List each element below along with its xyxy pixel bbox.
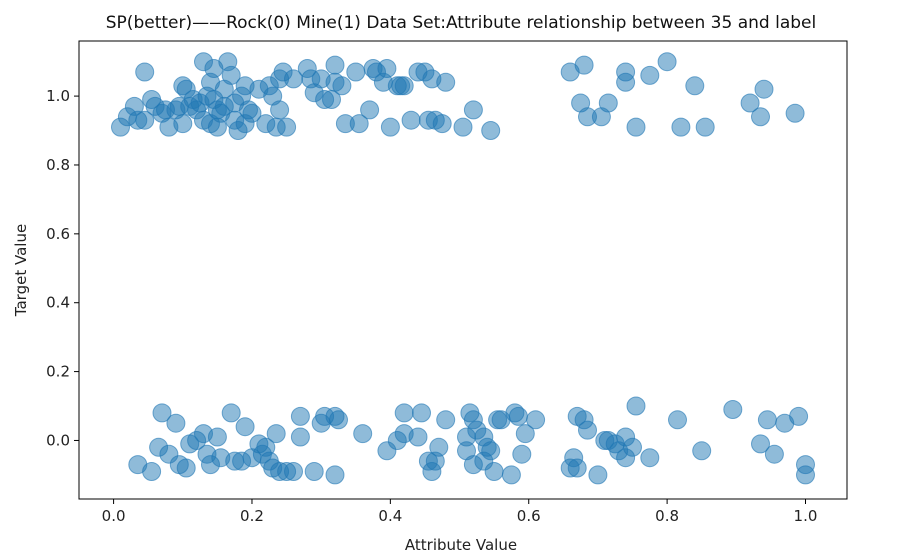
scatter-point — [429, 437, 449, 457]
scatter-point — [740, 93, 760, 113]
scatter-point — [668, 410, 687, 430]
y-tick-label: 0.6 — [46, 225, 70, 243]
y-tick-label: 0.2 — [46, 363, 70, 381]
scatter-point — [640, 65, 660, 85]
scatter-point — [408, 427, 428, 447]
scatter-point — [640, 448, 660, 468]
scatter-point — [329, 410, 348, 430]
scatter-point — [235, 417, 255, 437]
scatter-point — [574, 55, 594, 75]
scatter-point — [270, 100, 290, 120]
scatter-point — [623, 437, 642, 457]
scatter-point — [346, 62, 366, 82]
scatter-point — [394, 403, 414, 423]
scatter-point — [207, 427, 227, 447]
scatter-point — [757, 410, 777, 430]
scatter-point — [135, 62, 155, 82]
scatter-point — [764, 444, 784, 464]
y-tick-label: 1.0 — [46, 87, 70, 105]
scatter-point — [142, 462, 162, 481]
scatter-point — [332, 76, 352, 96]
scatter-point — [695, 117, 715, 137]
scatter-point — [325, 465, 345, 485]
scatter-point — [484, 462, 504, 481]
scatter-point — [360, 100, 380, 120]
scatter-point — [380, 117, 400, 137]
scatter-point — [221, 65, 241, 85]
scatter-point — [789, 406, 809, 426]
scatter-point — [290, 406, 310, 426]
y-tick-label: 0.8 — [46, 156, 70, 174]
scatter-point — [176, 458, 196, 478]
scatter-point — [135, 110, 155, 130]
scatter-point — [751, 434, 770, 454]
x-axis: 0.0 0.2 0.4 0.6 0.8 1.0 — [102, 499, 818, 525]
scatter-point — [754, 79, 774, 99]
scatter-point — [578, 420, 597, 440]
scatter-point — [266, 424, 286, 444]
scatter-point — [463, 100, 483, 120]
x-tick-label: 0.8 — [655, 507, 679, 525]
scatter-point — [626, 117, 646, 137]
scatter-point — [751, 107, 770, 127]
scatter-point — [401, 110, 421, 130]
x-tick-label: 1.0 — [794, 507, 818, 525]
scatter-point — [325, 55, 345, 75]
y-tick-label: 0.0 — [46, 431, 70, 449]
scatter-point — [526, 410, 546, 430]
scatter-point — [242, 103, 262, 123]
x-tick-label: 0.6 — [517, 507, 541, 525]
scatter-point — [512, 444, 532, 464]
scatter-point — [616, 62, 636, 82]
scatter-point — [290, 427, 310, 447]
scatter-point — [515, 424, 535, 444]
plot-frame — [78, 40, 848, 500]
scatter-point — [353, 424, 373, 444]
scatter-point — [723, 400, 743, 419]
scatter-point — [481, 441, 501, 461]
scatter-point — [626, 396, 646, 416]
x-tick-label: 0.2 — [240, 507, 264, 525]
scatter-point — [394, 76, 414, 96]
scatter-point — [671, 117, 691, 137]
scatter-point — [284, 462, 303, 481]
scatter-point — [508, 406, 528, 426]
scatter-point — [432, 114, 452, 134]
scatter-point — [436, 410, 456, 430]
scatter-point — [785, 103, 805, 123]
scatter-point — [221, 403, 241, 423]
x-tick-label: 0.4 — [378, 507, 402, 525]
scatter-point — [166, 413, 186, 433]
chart-title: SP(better)——Rock(0) Mine(1) Data Set:Att… — [106, 13, 816, 33]
scatter-point — [412, 403, 431, 423]
scatter-point — [567, 458, 587, 478]
scatter-point — [657, 52, 677, 72]
scatter-point — [588, 465, 608, 485]
scatter-point — [349, 114, 369, 134]
scatter-point — [481, 121, 501, 140]
scatter-point — [796, 465, 815, 485]
scatter-point — [152, 403, 172, 423]
scatter-point — [173, 114, 193, 134]
scatter-point — [277, 117, 297, 137]
points-layer — [111, 52, 815, 485]
x-tick-label: 0.0 — [102, 507, 126, 525]
scatter-point — [304, 462, 324, 481]
x-axis-label: Attribute Value — [405, 536, 517, 554]
y-axis: 0.0 0.2 0.4 0.6 0.8 1.0 — [46, 87, 79, 449]
y-tick-label: 0.4 — [46, 294, 70, 312]
scatter-point — [436, 72, 456, 92]
scatter-point — [685, 76, 705, 96]
scatter-point — [377, 59, 397, 78]
scatter-point — [598, 93, 618, 113]
scatter-point — [453, 117, 473, 137]
scatter-point — [692, 441, 712, 461]
y-axis-label: Target Value — [12, 224, 30, 317]
scatter-point — [501, 465, 521, 485]
